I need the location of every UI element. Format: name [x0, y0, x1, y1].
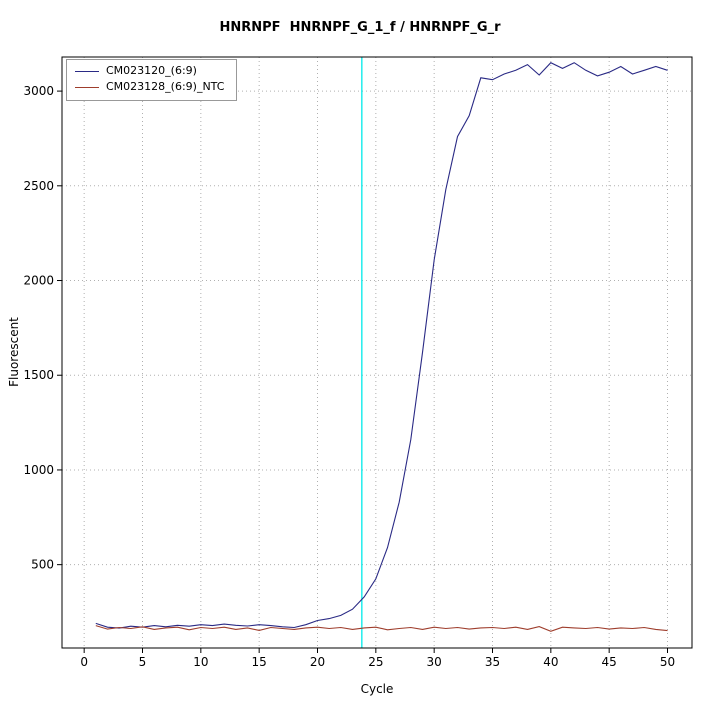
x-tick-label: 25 — [368, 655, 383, 669]
y-tick-label: 2000 — [23, 274, 54, 288]
y-tick-label: 3000 — [23, 84, 54, 98]
x-tick-label: 45 — [602, 655, 617, 669]
legend-label-sample: CM023120_(6:9) — [106, 64, 197, 77]
x-tick-label: 30 — [427, 655, 442, 669]
sample-curve — [95, 62, 668, 629]
ntc-curve — [95, 625, 668, 632]
x-tick-label: 10 — [193, 655, 208, 669]
x-tick-label: 0 — [80, 655, 88, 669]
x-tick-label: 20 — [310, 655, 325, 669]
x-tick-label: 50 — [660, 655, 675, 669]
legend-label-ntc: CM023128_(6:9)_NTC — [106, 80, 225, 93]
x-axis-label: Cycle — [360, 682, 394, 696]
y-tick-label: 1000 — [23, 463, 54, 477]
x-tick-label: 40 — [543, 655, 558, 669]
y-tick-label: 500 — [31, 558, 54, 572]
sample-line-swatch — [75, 70, 99, 72]
y-tick-label: 2500 — [23, 179, 54, 193]
y-tick-label: 1500 — [23, 368, 54, 382]
legend: CM023120_(6:9) CM023128_(6:9)_NTC — [66, 59, 238, 101]
x-tick-label: 15 — [252, 655, 267, 669]
legend-item-ntc: CM023128_(6:9)_NTC — [75, 79, 224, 95]
chart-title: HNRNPF HNRNPF_G_1_f / HNRNPF_G_r — [219, 20, 501, 35]
legend-item-sample: CM023120_(6:9) — [75, 63, 224, 79]
y-axis-label: Fluorescent — [7, 317, 21, 387]
x-tick-label: 35 — [485, 655, 500, 669]
plot-border — [61, 56, 693, 649]
ntc-line-swatch — [75, 86, 99, 88]
x-tick-label: 5 — [139, 655, 147, 669]
